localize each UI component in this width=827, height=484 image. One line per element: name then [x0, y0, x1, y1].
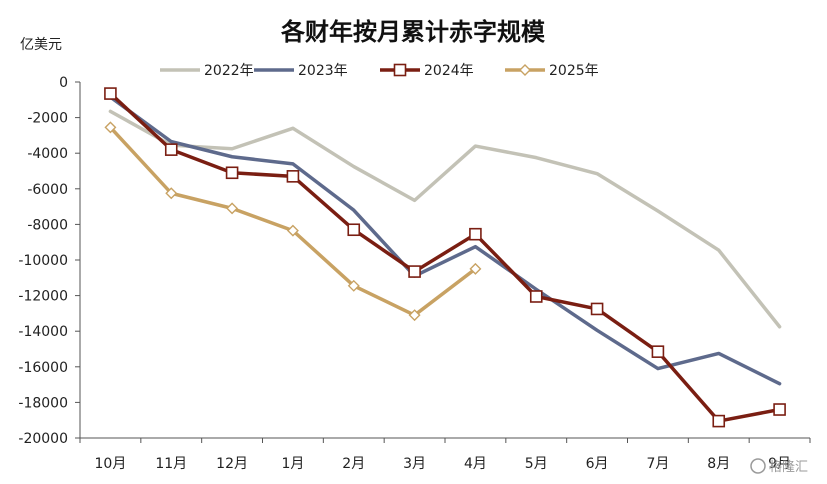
data-point-marker: [347, 279, 360, 292]
legend-label: 2025年: [549, 63, 599, 79]
y-tick-label: -8000: [27, 217, 68, 233]
y-tick-label: -10000: [18, 253, 68, 269]
x-tick-label: 9月: [768, 456, 791, 472]
data-point-marker: [225, 166, 239, 180]
data-point-marker: [347, 223, 361, 237]
axes: 0 -2000 -4000 -6000 -8000 -10000 -12000 -14000 -…: [18, 75, 811, 472]
series-line: [108, 91, 782, 423]
watermark-logo-icon: [750, 458, 766, 474]
x-tick-label: 5月: [525, 456, 548, 472]
series-lines: [104, 87, 786, 428]
legend-item: 2024年: [380, 63, 474, 79]
watermark-text: 格隆汇: [769, 459, 808, 475]
data-point-marker: [408, 265, 421, 278]
x-tick-label: 12月: [216, 456, 248, 472]
legend-item: 2025年: [505, 63, 599, 79]
series-2022年: [108, 109, 782, 329]
data-point-marker: [165, 187, 178, 200]
data-point-marker: [393, 63, 407, 77]
data-point-marker: [164, 143, 178, 156]
series-line: [108, 109, 782, 329]
series-line: [108, 95, 782, 386]
x-tick-label: 1月: [281, 456, 304, 472]
legend-item: 2022年: [160, 63, 254, 79]
data-point-marker: [104, 121, 117, 134]
y-tick-label: -16000: [18, 360, 68, 376]
y-tick-label: -6000: [27, 182, 68, 198]
watermark: 格隆汇: [750, 458, 808, 475]
y-tick-label: 0: [59, 75, 68, 91]
series-2023年: [108, 95, 782, 386]
x-tick-label: 11月: [155, 456, 187, 472]
y-tick-label: -2000: [27, 111, 68, 127]
y-tick-label: -12000: [18, 289, 68, 305]
data-point-marker: [286, 224, 299, 237]
data-point-marker: [408, 309, 421, 322]
x-tick-label: 2月: [342, 456, 365, 472]
x-tick-label: 10月: [95, 456, 127, 472]
data-point-marker: [104, 87, 117, 100]
data-point-marker: [651, 345, 665, 358]
legend-label: 2022年: [204, 63, 254, 79]
x-tick-label: 3月: [403, 456, 426, 472]
data-point-marker: [469, 262, 482, 275]
y-tick-label: -4000: [27, 146, 68, 162]
legend-label: 2023年: [298, 63, 348, 79]
chart-title: 各财年按月累计赤字规模: [280, 18, 546, 46]
series-2024年: [104, 87, 786, 428]
x-tick-label: 6月: [586, 456, 609, 472]
data-point-marker: [469, 227, 482, 241]
data-point-marker: [529, 290, 543, 303]
data-point-marker: [712, 414, 726, 428]
legend: 2022年 2023年 2024年 2025年: [160, 63, 599, 79]
data-point-marker: [226, 202, 239, 215]
y-tick-label: -18000: [18, 395, 68, 411]
data-point-marker: [773, 403, 786, 416]
y-axis-unit-label: 亿美元: [20, 37, 62, 53]
legend-label: 2024年: [424, 63, 474, 79]
y-tick-label: -14000: [18, 324, 68, 340]
y-tick-label: -20000: [18, 431, 68, 447]
x-tick-label: 7月: [646, 456, 669, 472]
x-tick-label: 4月: [464, 456, 487, 472]
data-point-marker: [519, 64, 531, 76]
x-tick-label: 8月: [707, 456, 730, 472]
series-2025年: [104, 121, 482, 322]
data-point-marker: [286, 170, 300, 183]
data-point-marker: [590, 302, 604, 316]
legend-item: 2023年: [254, 63, 348, 79]
